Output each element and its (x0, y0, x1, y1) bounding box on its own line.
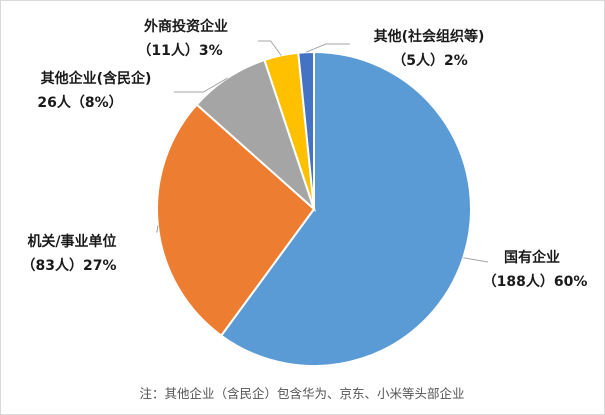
leader-state-owned (463, 257, 489, 263)
label-state-owned-name: 国有企业 (504, 249, 560, 266)
label-gov-institution-name: 机关/事业单位 (27, 233, 116, 250)
label-other-enterprise-name: 其他企业(含民企) (41, 70, 152, 87)
label-other-org-value: （5人）2% (392, 52, 468, 69)
leader-other-org (305, 43, 350, 53)
leader-other-enterprise (174, 77, 228, 93)
pie-slices (156, 50, 472, 367)
slice-state-owned (219, 50, 472, 367)
label-state-owned-value: （188人）60% (483, 273, 588, 290)
chart-footnote: 注：其他企业（含民企）包含华为、京东、小米等头部企业 (139, 386, 464, 401)
leader-gov-institution (156, 225, 159, 233)
leader-foreign-enterprise (258, 40, 282, 56)
label-gov-institution-value: （83人）27% (22, 257, 117, 274)
leader-lines (156, 40, 489, 263)
label-foreign-enterprise-name: 外商投资企业 (144, 18, 228, 35)
label-foreign-enterprise-value: （11人）3% (137, 42, 222, 59)
label-other-enterprise-value: 26人（8%） (37, 94, 122, 111)
label-other-org-name: 其他(社会组织等) (374, 28, 485, 45)
